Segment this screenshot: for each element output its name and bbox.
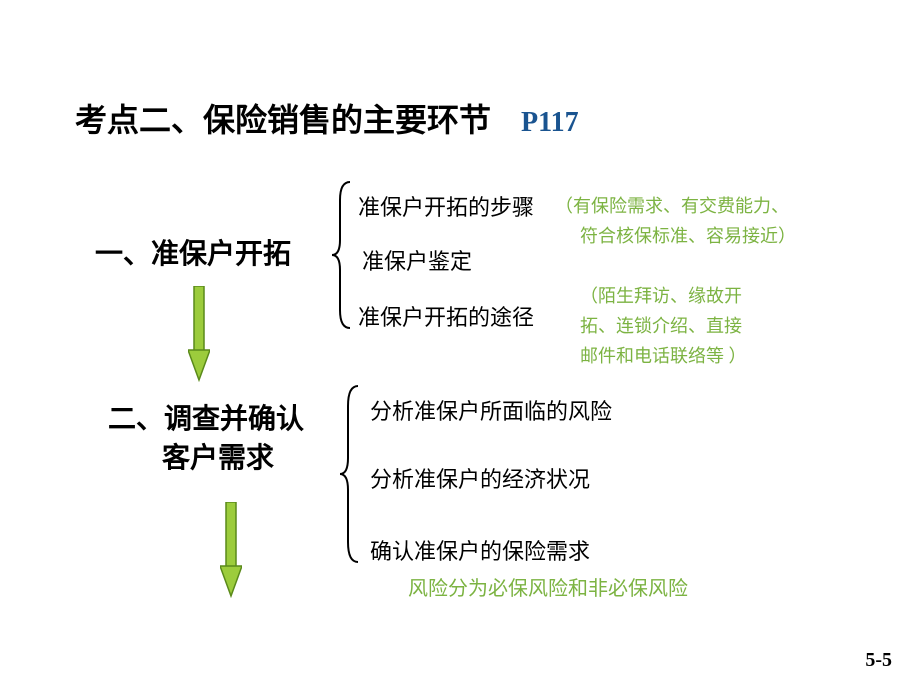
down-arrow-icon: [220, 502, 242, 598]
section1-note: （陌生拜访、缘故开: [580, 282, 742, 311]
section2-heading-line1: 二、调查并确认: [108, 404, 304, 435]
section2-item: 分析准保户所面临的风险: [370, 394, 612, 426]
section1-item: 准保户开拓的途径: [358, 300, 534, 332]
section2-heading-line2: 客户需求: [162, 443, 274, 474]
section1-item: 准保户鉴定: [362, 244, 472, 276]
brace-icon: [328, 180, 356, 330]
section1-item: 准保户开拓的步骤: [358, 190, 534, 222]
section1-note: 符合核保标准、容易接近）: [580, 222, 796, 251]
section2-item: 分析准保户的经济状况: [370, 462, 590, 494]
section1-heading: 一、准保户开拓: [95, 232, 291, 272]
brace-icon: [336, 384, 364, 564]
page-number: 5-5: [865, 649, 892, 672]
page-reference: P117: [521, 107, 579, 139]
down-arrow-icon: [188, 286, 210, 382]
slide-title: 考点二、保险销售的主要环节: [75, 95, 491, 141]
section2-item: 确认准保户的保险需求: [370, 534, 590, 566]
section1-note: 邮件和电话联络等 ）: [580, 342, 747, 371]
slide-title-row: 考点二、保险销售的主要环节 P117: [75, 95, 579, 141]
section1-note: 拓、连锁介绍、直接: [580, 312, 742, 341]
section2-heading: 二、调查并确认 客户需求: [108, 400, 304, 478]
section1-note: （有保险需求、有交费能力、: [555, 192, 789, 221]
section2-note: 风险分为必保风险和非必保风险: [408, 572, 688, 601]
